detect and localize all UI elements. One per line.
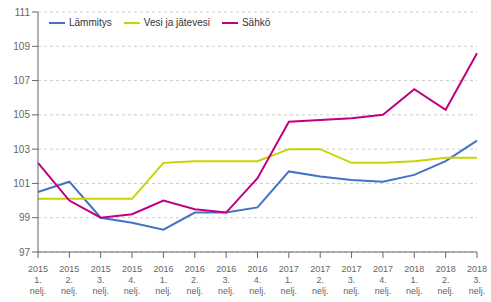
svg-text:20154.nelj.: 20154.nelj.: [122, 264, 142, 296]
svg-text:109: 109: [13, 41, 30, 52]
html-text:Vesi ja jätevesi: Vesi ja jätevesi: [143, 17, 210, 28]
svg-text:20182.nelj.: 20182.nelj.: [436, 264, 456, 296]
svg-text:99: 99: [19, 212, 31, 223]
svg-text:20174.nelj.: 20174.nelj.: [373, 264, 393, 296]
html-text:Sähkö: Sähkö: [242, 17, 271, 28]
svg-text:103: 103: [13, 144, 30, 155]
html-text:Lämmitys: Lämmitys: [69, 17, 112, 28]
svg-text:20171.nelj.: 20171.nelj.: [279, 264, 299, 296]
svg-text:20152.nelj.: 20152.nelj.: [59, 264, 79, 296]
svg-text:20173.nelj.: 20173.nelj.: [342, 264, 362, 296]
svg-text:97: 97: [19, 247, 31, 258]
svg-text:20161.nelj.: 20161.nelj.: [153, 264, 173, 296]
svg-text:101: 101: [13, 178, 30, 189]
svg-text:105: 105: [13, 109, 30, 120]
svg-text:107: 107: [13, 75, 30, 86]
svg-text:20162.nelj.: 20162.nelj.: [185, 264, 205, 296]
svg-text:20181.nelj.: 20181.nelj.: [404, 264, 424, 296]
svg-text:20164.nelj.: 20164.nelj.: [247, 264, 267, 296]
svg-text:20172.nelj.: 20172.nelj.: [310, 264, 330, 296]
svg-text:111: 111: [15, 7, 31, 18]
svg-text:20163.nelj.: 20163.nelj.: [216, 264, 236, 296]
svg-text:20153.nelj.: 20153.nelj.: [91, 264, 111, 296]
svg-text:20183.nelj.: 20183.nelj.: [467, 264, 483, 296]
svg-text:20151.nelj.: 20151.nelj.: [28, 264, 48, 296]
